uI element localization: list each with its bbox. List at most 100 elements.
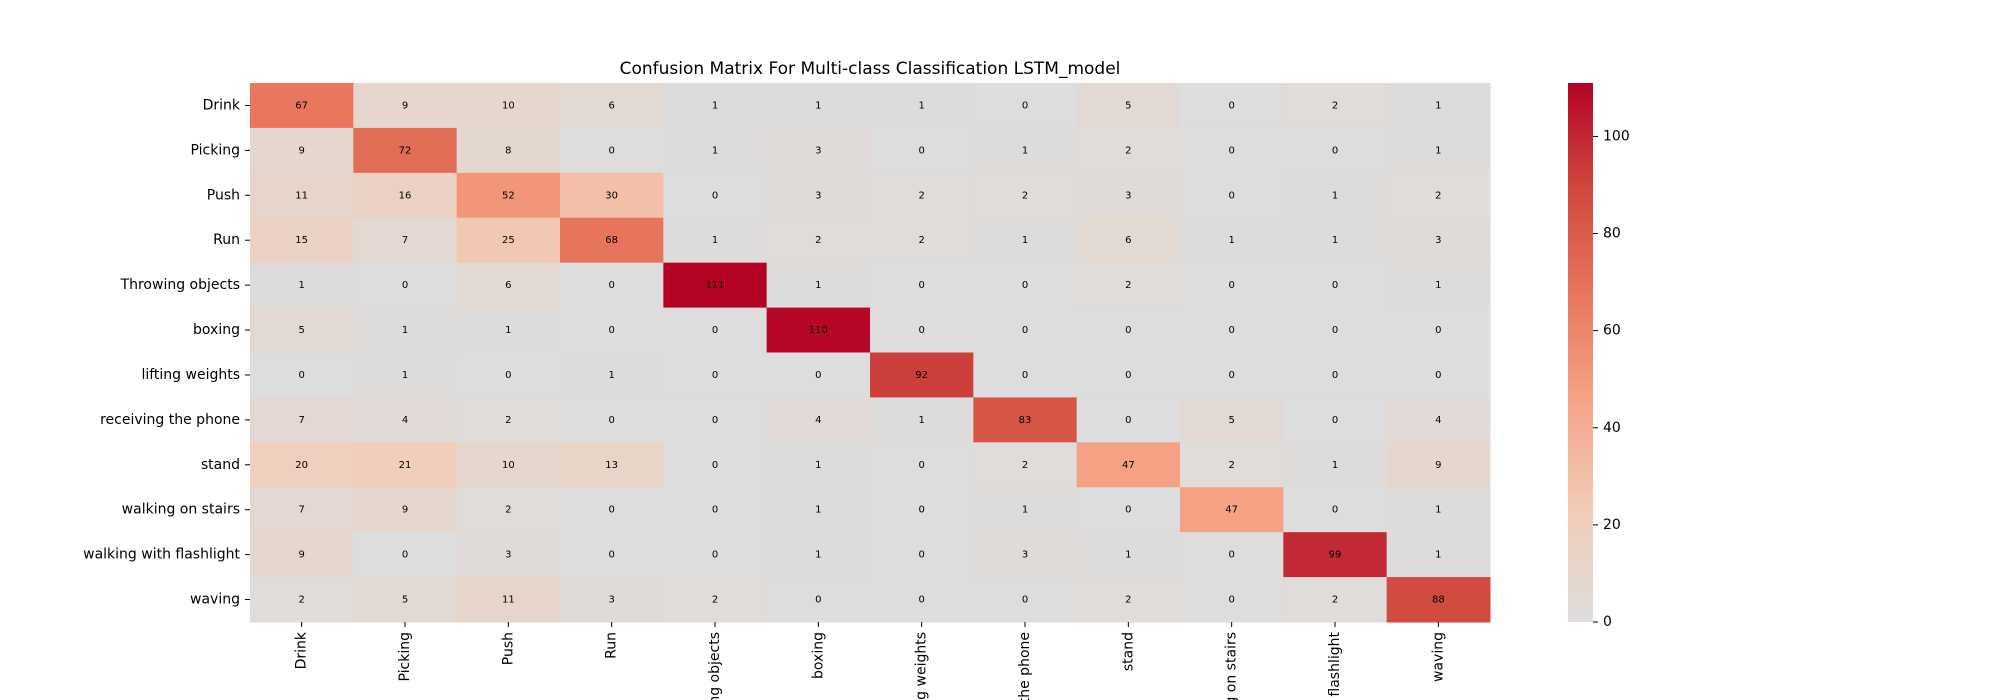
cell-label: 1 bbox=[608, 370, 614, 381]
cell-label: 1 bbox=[298, 280, 304, 291]
cell-label: 111 bbox=[705, 280, 724, 291]
colorbar-tick-label: 60 bbox=[1603, 323, 1621, 339]
cell-label: 83 bbox=[1019, 415, 1032, 426]
cell-label: 0 bbox=[918, 550, 924, 561]
cell-label: 0 bbox=[1228, 280, 1234, 291]
x-tick-label: receiving the phone bbox=[1017, 632, 1033, 700]
heatmap-cell bbox=[1076, 577, 1181, 623]
heatmap-cell bbox=[353, 262, 458, 309]
cell-label: 1 bbox=[815, 550, 821, 561]
heatmap-cell bbox=[1076, 397, 1181, 443]
cell-label: 1 bbox=[1022, 505, 1028, 516]
y-tick-label: receiving the phone bbox=[100, 412, 240, 428]
heatmap-cell bbox=[973, 262, 1078, 309]
heatmap-cell bbox=[663, 127, 768, 174]
chart-title: Confusion Matrix For Multi-class Classif… bbox=[620, 59, 1121, 79]
heatmap-cell bbox=[353, 397, 458, 443]
heatmap-cell bbox=[456, 217, 561, 264]
heatmap-cell bbox=[663, 352, 768, 398]
heatmap-cell bbox=[663, 83, 768, 129]
cell-label: 0 bbox=[712, 415, 718, 426]
heatmap-cell bbox=[1180, 397, 1284, 443]
y-tick-label: Drink bbox=[203, 97, 241, 113]
heatmap-cell bbox=[1076, 262, 1181, 309]
cell-label: 92 bbox=[915, 370, 928, 381]
heatmap-cell bbox=[456, 83, 561, 129]
heatmap-cell bbox=[456, 577, 561, 623]
heatmap-cell bbox=[870, 397, 974, 443]
heatmap-cell bbox=[353, 577, 458, 623]
heatmap-cell bbox=[1076, 83, 1181, 129]
heatmap-cell bbox=[1180, 577, 1284, 623]
cell-label: 0 bbox=[1228, 550, 1234, 561]
heatmap-cell bbox=[973, 532, 1078, 578]
x-tick-label: stand bbox=[1120, 632, 1136, 671]
heatmap-cell bbox=[1386, 487, 1491, 533]
cell-label: 2 bbox=[918, 190, 924, 201]
cell-label: 2 bbox=[1125, 280, 1131, 291]
heatmap-cell bbox=[870, 532, 974, 578]
colorbar-tick-label: 20 bbox=[1603, 517, 1621, 533]
heatmap-cell bbox=[1283, 577, 1388, 623]
cell-label: 7 bbox=[298, 415, 304, 426]
heatmap-cell bbox=[663, 307, 768, 353]
cell-label: 47 bbox=[1225, 505, 1238, 516]
heatmap-cell bbox=[250, 172, 354, 219]
cell-label: 1 bbox=[505, 325, 511, 336]
cell-label: 1 bbox=[1435, 145, 1441, 156]
heatmap-cell bbox=[870, 262, 974, 309]
heatmap-cell bbox=[973, 352, 1078, 398]
heatmap-cell bbox=[560, 127, 664, 174]
cell-label: 2 bbox=[505, 505, 511, 516]
heatmap-cell bbox=[766, 262, 871, 309]
x-tick-label: Drink bbox=[294, 631, 310, 669]
cell-label: 0 bbox=[608, 550, 614, 561]
cell-label: 1 bbox=[1435, 280, 1441, 291]
cell-label: 0 bbox=[505, 370, 511, 381]
heatmap-cell bbox=[1283, 532, 1388, 578]
cell-label: 0 bbox=[712, 190, 718, 201]
cell-label: 0 bbox=[1125, 505, 1131, 516]
heatmap-cell bbox=[353, 487, 458, 533]
heatmap-cell bbox=[1180, 83, 1284, 129]
heatmap-cell bbox=[870, 577, 974, 623]
cell-label: 0 bbox=[815, 370, 821, 381]
cell-label: 0 bbox=[1332, 505, 1338, 516]
heatmap-cell bbox=[1180, 217, 1284, 264]
cell-label: 1 bbox=[1435, 100, 1441, 111]
cell-label: 3 bbox=[815, 190, 821, 201]
heatmap-cell bbox=[766, 487, 871, 533]
cell-label: 11 bbox=[502, 595, 515, 606]
cell-label: 2 bbox=[1435, 190, 1441, 201]
colorbar-tick-label: 100 bbox=[1603, 128, 1630, 144]
heatmap-cell bbox=[560, 352, 664, 398]
y-tick-label: stand bbox=[201, 457, 240, 473]
y-tick-label: waving bbox=[190, 592, 240, 608]
cell-label: 0 bbox=[1022, 280, 1028, 291]
cell-label: 5 bbox=[1125, 100, 1131, 111]
cell-label: 0 bbox=[712, 550, 718, 561]
heatmap-cell bbox=[1386, 217, 1491, 264]
cell-label: 1 bbox=[815, 460, 821, 471]
heatmap-cell bbox=[973, 127, 1078, 174]
cell-label: 1 bbox=[1332, 190, 1338, 201]
heatmap-cell bbox=[1180, 262, 1284, 309]
x-tick-label: Picking bbox=[397, 632, 413, 681]
heatmap-cell bbox=[973, 217, 1078, 264]
heatmap-cell bbox=[1076, 532, 1181, 578]
cell-label: 0 bbox=[1022, 370, 1028, 381]
heatmap-cell bbox=[973, 172, 1078, 219]
cell-label: 13 bbox=[605, 460, 618, 471]
cell-label: 15 bbox=[295, 235, 308, 246]
cell-label: 0 bbox=[712, 460, 718, 471]
cell-label: 72 bbox=[399, 145, 412, 156]
heatmap-cell bbox=[1386, 397, 1491, 443]
cell-label: 3 bbox=[608, 595, 614, 606]
cell-label: 1 bbox=[1332, 460, 1338, 471]
heatmap-cell bbox=[1386, 442, 1491, 488]
cell-label: 9 bbox=[298, 550, 304, 561]
heatmap-cell bbox=[973, 397, 1078, 443]
cell-label: 0 bbox=[402, 550, 408, 561]
cell-label: 4 bbox=[402, 415, 408, 426]
cell-label: 7 bbox=[298, 505, 304, 516]
